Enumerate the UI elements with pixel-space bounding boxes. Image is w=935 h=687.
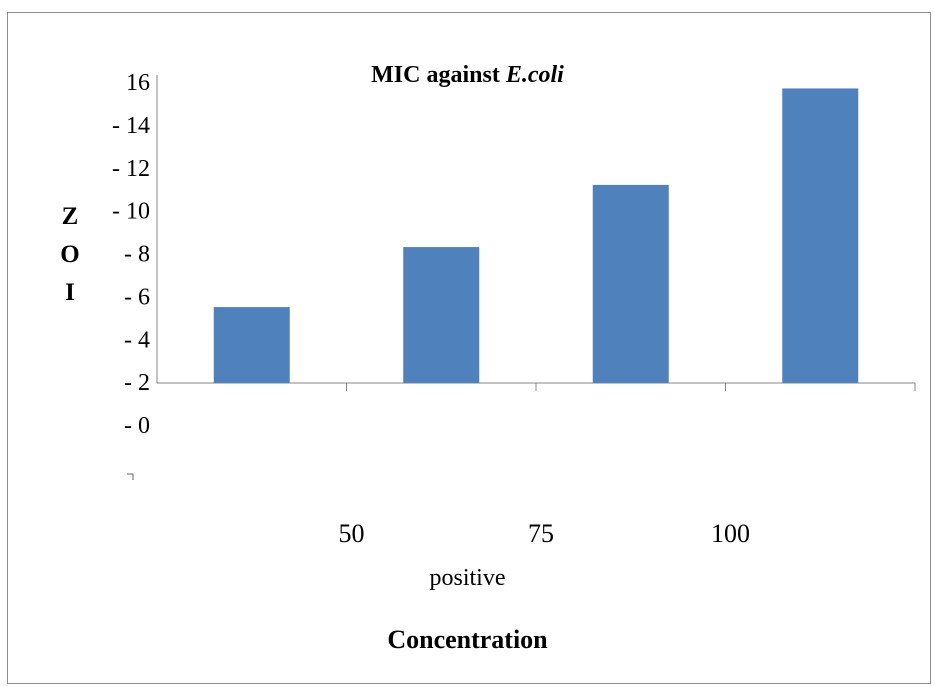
bar [592, 184, 669, 383]
bar [403, 247, 480, 383]
y-axis-label: Z O I [58, 198, 82, 312]
chart-title-italic: E.coli [505, 62, 564, 88]
y-tick-label: 16 [126, 70, 150, 96]
y-axis-label-letter: O [60, 241, 80, 268]
y-axis-label-letter: I [65, 279, 75, 306]
y-tick-label: - 8 [124, 242, 150, 268]
x-tick-label: 75 [528, 519, 554, 548]
bar [782, 88, 859, 384]
y-tick-label: - 14 [112, 113, 150, 139]
y-tick-label: - 6 [124, 284, 150, 310]
y-tick-label: - 12 [112, 156, 150, 182]
y-tick-label: - 2 [124, 370, 150, 396]
y-tick-label: - 4 [124, 327, 150, 353]
y-tick-label: - 10 [112, 199, 150, 225]
chart-title-text: MIC against [371, 62, 506, 88]
x-tick-label: 50 [339, 519, 365, 548]
x-tick-label: 100 [711, 519, 750, 548]
y-tick-label: - 0 [124, 413, 150, 439]
x-axis-label: Concentration [387, 625, 548, 654]
chart-title: MIC against E.coli [0, 62, 935, 89]
y-axis-label-letter: Z [61, 203, 79, 230]
chart-frame [7, 12, 931, 684]
axis-corner-mark [127, 473, 134, 480]
x-axis-sublabel: positive [429, 565, 506, 591]
bar [213, 307, 290, 383]
